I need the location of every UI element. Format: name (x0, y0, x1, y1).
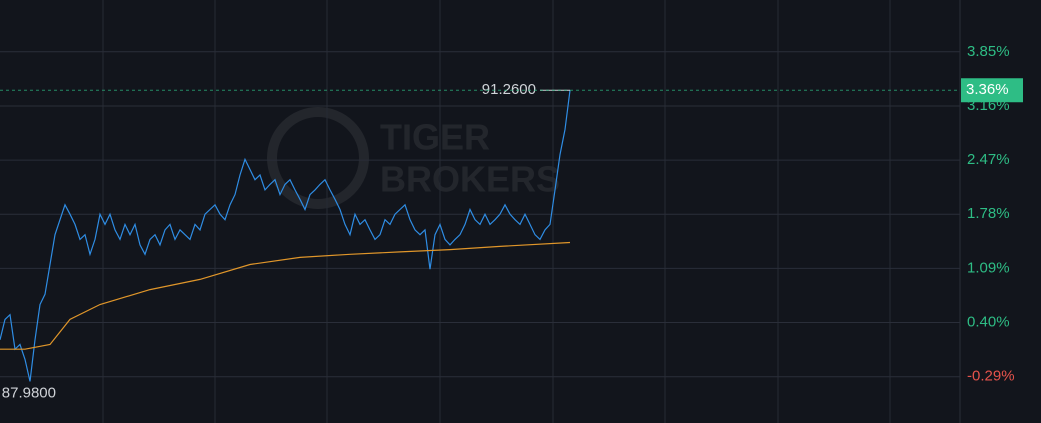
y-tick-label: 1.09% (967, 259, 1010, 276)
last-price-label: 3.36% (966, 81, 1009, 98)
y-tick-label: -0.29% (967, 368, 1015, 385)
watermark-logo (267, 107, 369, 209)
y-tick-label: 0.40% (967, 314, 1010, 331)
last-price-badge (961, 78, 1023, 103)
series-line (0, 90, 571, 382)
watermark: TIGER BROKERS (267, 107, 560, 209)
high-label: 91.2600 (482, 81, 536, 98)
low-label: 87.9800 (2, 384, 56, 401)
y-tick-label: 1.78% (967, 205, 1010, 222)
watermark-text: TIGER (380, 117, 490, 158)
y-tick-label: 2.47% (967, 151, 1010, 168)
watermark-text: BROKERS (380, 159, 560, 200)
y-tick-label: 3.85% (967, 43, 1010, 60)
series-line (0, 241, 571, 350)
